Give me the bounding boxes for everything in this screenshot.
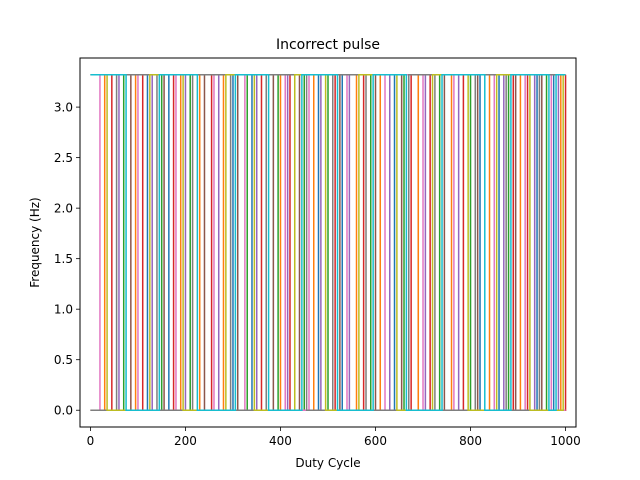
chart-title: Incorrect pulse [276,37,380,53]
x-tick-label: 0 [87,434,95,448]
plot-frame [79,57,577,428]
x-tick-label: 400 [269,434,292,448]
y-axis-label: Frequency (Hz) [28,197,42,288]
y-tick-label: 0.5 [54,353,73,367]
y-tick-label: 1.0 [54,303,73,317]
series-line-10 [90,74,566,411]
y-tick-label: 3.0 [54,101,73,115]
x-axis-label: Duty Cycle [295,456,360,470]
series-layer [90,74,567,411]
plot-area [90,74,567,411]
x-tick-label: 200 [174,434,197,448]
y-tick-label: 2.0 [54,202,73,216]
x-tick-label: 800 [459,434,482,448]
series-line-8 [90,74,566,411]
x-tick-label: 1000 [550,434,581,448]
y-tick-label: 2.5 [54,151,73,165]
y-tick-label: 0.0 [54,404,73,418]
x-tick-label: 600 [364,434,387,448]
x-axis-ticks: 0 200 400 600 800 1000 [87,427,581,448]
y-tick-label: 1.5 [54,252,73,266]
y-axis-ticks: 0.0 0.5 1.0 1.5 2.0 2.5 3.0 [54,101,80,418]
